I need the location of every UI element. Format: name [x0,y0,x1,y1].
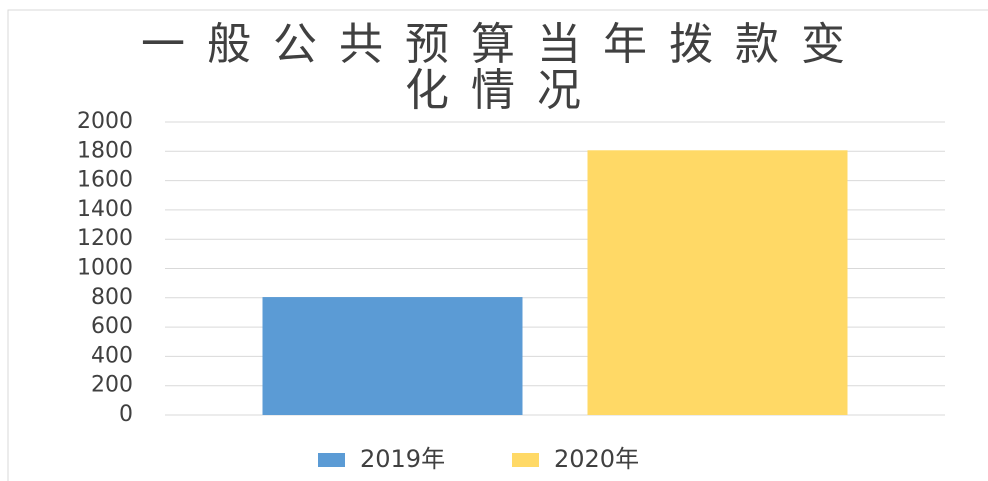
legend-label: 2020年 [554,445,639,473]
legend-label: 2019年 [360,445,445,473]
y-tick-label: 1600 [77,168,133,193]
y-tick-label: 1800 [77,138,133,163]
y-tick-label: 1000 [77,256,133,281]
y-tick-label: 600 [91,314,133,339]
y-tick-label: 1200 [77,226,133,251]
y-tick-label: 400 [91,343,133,368]
y-tick-label: 200 [91,373,133,398]
y-tick-label: 0 [119,402,133,427]
chart-title: 一般公共预算当年拨款变化情况 [141,19,867,116]
y-tick-label: 1400 [77,197,133,222]
bar [262,297,523,415]
legend-swatch [512,453,539,467]
y-tick-label: 2000 [77,109,133,134]
bar [587,150,848,415]
legend-swatch [318,453,345,467]
y-tick-label: 800 [91,285,133,310]
chart-border [7,9,988,481]
